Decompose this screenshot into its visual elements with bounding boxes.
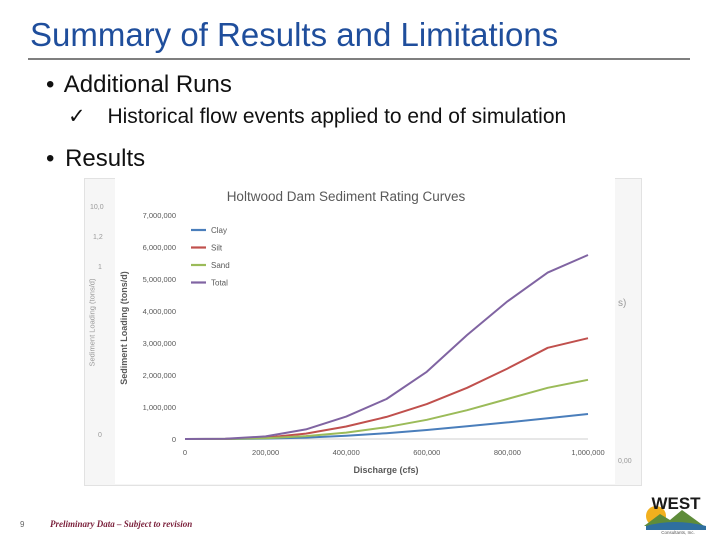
y-tick-label: 0 (172, 435, 176, 444)
bullet-marker: • (46, 145, 54, 172)
fragment-label: 10,0 (90, 204, 104, 211)
x-tick-label: 600,000 (413, 448, 440, 457)
subbullet-text: Historical flow events applied to end of… (107, 105, 566, 128)
fragment-label: 0 (98, 432, 102, 439)
legend-label-total: Total (211, 279, 228, 288)
y-tick-label: 2,000,000 (143, 371, 176, 380)
y-tick-label: 6,000,000 (143, 243, 176, 252)
sediment-rating-chart: Holtwood Dam Sediment Rating Curves Sedi… (115, 178, 615, 484)
title-divider (28, 58, 690, 60)
bullet-text: Additional Runs (64, 71, 232, 98)
footer-disclaimer: Preliminary Data – Subject to revision (50, 519, 192, 529)
subbullet-historical-flow: ✓ Historical flow events applied to end … (68, 104, 566, 129)
legend-label-sand: Sand (211, 261, 230, 270)
bullet-results: • Results (46, 145, 145, 173)
x-tick-label: 200,000 (252, 448, 279, 457)
fragment-axis-label: Sediment Loading (tons/d) (87, 279, 96, 367)
slide-title: Summary of Results and Limitations (30, 16, 558, 54)
legend-label-silt: Silt (211, 244, 223, 253)
page-number: 9 (20, 520, 24, 529)
y-tick-label: 1,000,000 (143, 403, 176, 412)
fragment-label: s) (618, 298, 626, 309)
y-axis-label: Sediment Loading (tons/d) (119, 271, 129, 385)
x-tick-label: 400,000 (333, 448, 360, 457)
y-tick-label: 3,000,000 (143, 339, 176, 348)
x-axis-label: Discharge (cfs) (353, 465, 418, 475)
west-logo: WEST Consultants, Inc. (634, 490, 714, 536)
fragment-label: 0,00 (618, 458, 632, 465)
bullet-marker: • (46, 71, 54, 98)
bullet-additional-runs: • Additional Runs (46, 71, 232, 99)
series-line-silt (185, 338, 588, 439)
chart-title: Holtwood Dam Sediment Rating Curves (227, 189, 466, 204)
y-tick-label: 4,000,000 (143, 307, 176, 316)
x-tick-label: 0 (183, 448, 187, 457)
y-tick-label: 7,000,000 (143, 211, 176, 220)
series-line-sand (185, 380, 588, 439)
fragment-label: 1,2 (93, 234, 103, 241)
y-tick-label: 5,000,000 (143, 275, 176, 284)
bullet-text: Results (65, 145, 145, 172)
checkmark-icon: ✓ (68, 105, 86, 128)
legend-label-clay: Clay (211, 226, 227, 235)
x-tick-label: 800,000 (494, 448, 521, 457)
x-tick-label: 1,000,000 (571, 448, 604, 457)
logo-subtext: Consultants, Inc. (661, 530, 695, 535)
series-line-total (185, 255, 588, 439)
fragment-label: 1 (98, 264, 102, 271)
logo-text: WEST (651, 494, 701, 513)
